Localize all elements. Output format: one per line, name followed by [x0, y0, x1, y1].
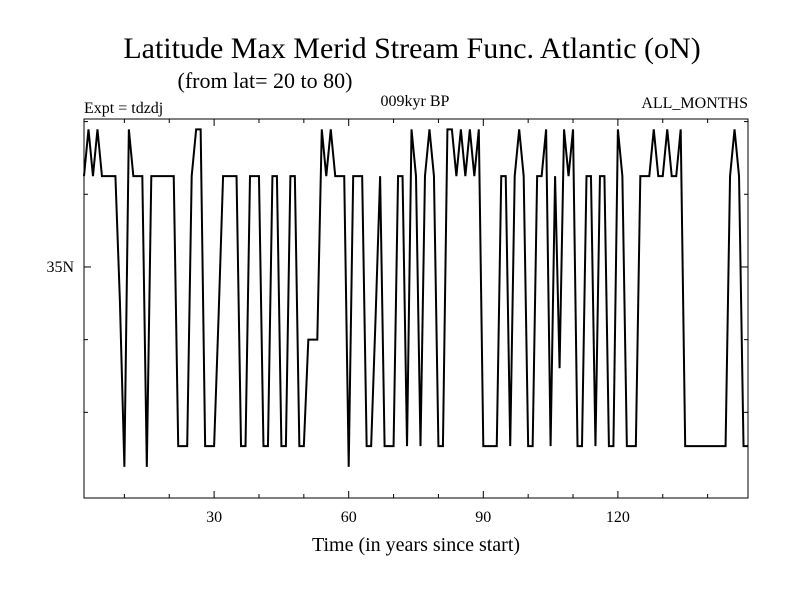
x-tick-label: 90	[475, 509, 491, 526]
experiment-label: Expt = tdzdj	[84, 100, 163, 117]
x-tick-label: 30	[206, 509, 222, 526]
y-tick-label: 35N	[46, 259, 74, 276]
series-group	[83, 128, 748, 467]
axis-tick-labels: 30 60 90 120 35N	[46, 259, 629, 526]
axis-ticks	[84, 119, 748, 498]
months-label: ALL_MONTHS	[641, 95, 748, 112]
period-label: 009kyr BP	[381, 93, 450, 110]
x-tick-label: 60	[341, 509, 357, 526]
x-tick-label: 120	[606, 509, 630, 526]
chart-subtitle: (from lat= 20 to 80)	[178, 68, 353, 93]
series-line-0	[83, 128, 748, 467]
chart-title: Latitude Max Merid Stream Func. Atlantic…	[123, 32, 700, 65]
x-axis-label: Time (in years since start)	[312, 534, 520, 556]
plot-frame	[83, 118, 749, 499]
